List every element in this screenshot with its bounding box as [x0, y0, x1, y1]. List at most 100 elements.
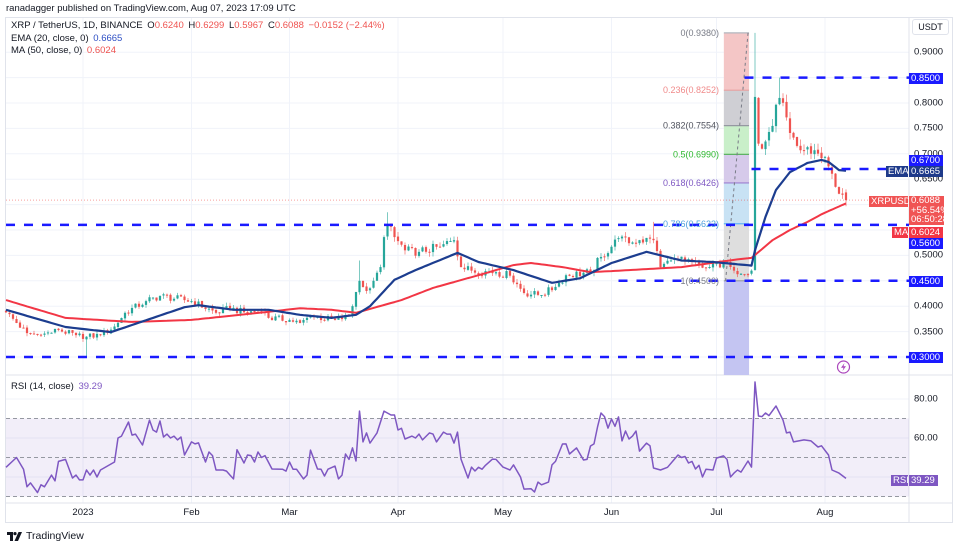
- candle: [606, 251, 610, 260]
- fib-level-label: 1(0.4500): [680, 276, 719, 286]
- high-label: H: [188, 20, 196, 31]
- candle: [95, 330, 99, 341]
- candle: [358, 260, 361, 295]
- candle: [60, 327, 64, 333]
- candle: [50, 332, 53, 334]
- candle: [760, 143, 764, 150]
- candle: [809, 143, 813, 159]
- currency-button[interactable]: USDT: [912, 19, 949, 35]
- candle: [802, 144, 806, 156]
- last-price-change: +56.54%: [911, 204, 949, 216]
- candle: [501, 275, 505, 278]
- low-value: 0.5967: [234, 20, 264, 31]
- candle: [155, 297, 158, 302]
- candle: [403, 242, 407, 255]
- price-tick-label: 0.9000: [914, 46, 944, 58]
- ema-legend[interactable]: EMA (20, close, 0) 0.6665: [11, 33, 124, 44]
- ema-20-line[interactable]: [5, 158, 847, 334]
- symbol-name[interactable]: XRP / TetherUS, 1D, BINANCE: [11, 20, 143, 31]
- candle: [620, 234, 624, 242]
- symbol-legend: XRP / TetherUS, 1D, BINANCE O0.6240 H0.6…: [11, 20, 387, 31]
- candle: [393, 225, 396, 242]
- rsi-tick-label: 60.00: [914, 432, 938, 444]
- tradingview-wordmark: TradingView: [26, 530, 84, 542]
- candle: [319, 313, 323, 324]
- high-value: 0.6299: [195, 20, 225, 31]
- candle: [36, 333, 39, 337]
- candle: [568, 273, 571, 277]
- ma-50-line[interactable]: [5, 202, 847, 323]
- rsi-line[interactable]: [5, 381, 847, 494]
- ema-legend-value: 0.6665: [93, 33, 123, 44]
- candle: [302, 317, 305, 326]
- candle: [158, 295, 162, 302]
- candle: [99, 334, 102, 337]
- tradingview-brand[interactable]: TradingView: [7, 529, 84, 543]
- symbol-price-tag-label: XRPUSDT: [869, 196, 917, 207]
- close-value: 0.6088: [274, 20, 304, 31]
- candle: [603, 253, 606, 262]
- ma-legend-label: MA (50, close, 0): [11, 45, 83, 56]
- candle: [64, 330, 67, 336]
- ma-tag-value: 0.6024: [909, 227, 943, 238]
- rsi-legend[interactable]: RSI (14, close) 39.29: [11, 381, 104, 392]
- candle: [753, 32, 757, 271]
- candle: [165, 293, 169, 299]
- candle: [365, 282, 368, 294]
- price-tick-label: 0.4000: [914, 300, 944, 312]
- candle: [382, 235, 386, 270]
- time-axis-label: Jul: [710, 507, 723, 518]
- candle: [785, 94, 788, 121]
- ma-legend-value: 0.6024: [86, 45, 116, 56]
- candle: [88, 333, 92, 340]
- publisher-line: ranadagger published on TradingView.com,…: [6, 3, 296, 14]
- candle: [183, 294, 186, 303]
- rsi-layer: [5, 381, 909, 497]
- fib-level-label: 0(0.9380): [680, 28, 719, 38]
- candle: [526, 290, 529, 298]
- candle: [281, 313, 284, 322]
- candle: [841, 188, 844, 199]
- ma-tag-label: MA: [892, 227, 909, 238]
- candle: [498, 269, 501, 279]
- candle: [522, 285, 526, 295]
- fib-level-label: 0.5(0.6990): [673, 149, 719, 159]
- candle: [613, 235, 617, 251]
- candle: [767, 127, 771, 147]
- candle: [172, 297, 176, 302]
- candle: [834, 173, 837, 188]
- candle: [25, 325, 29, 337]
- bar-countdown: 06:50:28: [911, 214, 948, 226]
- candle: [18, 320, 22, 328]
- lightning-icon[interactable]: [836, 360, 851, 374]
- candle: [659, 249, 662, 268]
- fib-level-label: 0.382(0.7554): [663, 121, 719, 131]
- candle: [295, 318, 298, 324]
- candle: [354, 291, 358, 310]
- candle: [113, 323, 116, 331]
- candle: [361, 280, 365, 288]
- time-axis-label: May: [494, 507, 512, 518]
- chart-frame: [5, 17, 953, 523]
- candle: [39, 333, 43, 337]
- candle: [148, 294, 151, 303]
- low-label: L: [228, 20, 235, 31]
- candle: [655, 237, 659, 256]
- price-tick-label: 0.3500: [914, 326, 944, 338]
- candle: [708, 264, 711, 269]
- candle: [323, 318, 326, 322]
- candle: [22, 324, 25, 329]
- candle: [442, 240, 445, 248]
- candle: [144, 299, 148, 308]
- time-axis-label: 2023: [72, 507, 94, 518]
- ma-legend[interactable]: MA (50, close, 0) 0.6024: [11, 45, 118, 56]
- price-tick-label: 0.8000: [914, 97, 944, 109]
- candle: [8, 311, 11, 318]
- candle: [74, 332, 78, 338]
- candle: [78, 331, 81, 337]
- candle: [372, 277, 375, 289]
- candle: [130, 304, 134, 316]
- candle: [421, 245, 424, 253]
- candle: [431, 240, 435, 257]
